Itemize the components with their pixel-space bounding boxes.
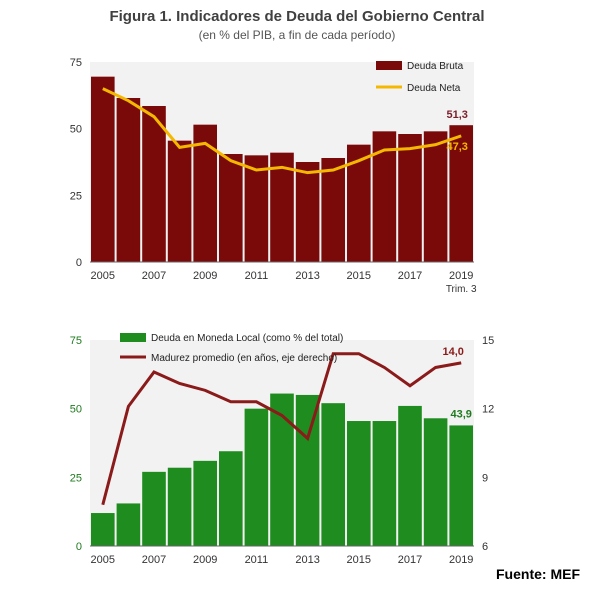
bar-moneda-local-2010 bbox=[219, 451, 243, 546]
x-tick-label-2019: 2019 bbox=[449, 270, 473, 282]
bar-moneda-local-2017 bbox=[398, 405, 422, 546]
y-right-tick-label-12: 12 bbox=[482, 404, 494, 416]
x-tick-label-2017: 2017 bbox=[398, 270, 422, 282]
bar-deuda-bruta-2005 bbox=[91, 76, 115, 263]
bar-moneda-local-2005 bbox=[91, 513, 115, 546]
bar-deuda-bruta-2009 bbox=[193, 124, 217, 263]
legend-label-moneda-local: Deuda en Moneda Local (como % del total) bbox=[151, 333, 343, 344]
y-tick-label-75: 75 bbox=[70, 57, 82, 69]
x-tick-label-2009: 2009 bbox=[193, 270, 217, 282]
legend-label-madurez: Madurez promedio (en años, eje derecho) bbox=[151, 353, 337, 364]
source-note: Fuente: MEF bbox=[496, 566, 580, 582]
bar-moneda-local-2014 bbox=[321, 403, 345, 546]
x-tick-label-2-2009: 2009 bbox=[193, 554, 217, 566]
y-right-tick-label-9: 9 bbox=[482, 472, 488, 484]
x-tick-label-2-2013: 2013 bbox=[295, 554, 319, 566]
y-left-tick-label-50: 50 bbox=[70, 404, 82, 416]
bar-deuda-bruta-2010 bbox=[219, 154, 243, 262]
bar-deuda-bruta-2013 bbox=[295, 162, 320, 262]
y-tick-label-50: 50 bbox=[70, 124, 82, 136]
x-tick-label-2-2005: 2005 bbox=[91, 554, 115, 566]
y-left-tick-label-0: 0 bbox=[76, 541, 82, 553]
bar-moneda-local-2008 bbox=[167, 467, 192, 546]
y-right-tick-label-15: 15 bbox=[482, 335, 494, 347]
bar-moneda-local-2007 bbox=[142, 471, 166, 546]
bar-deuda-bruta-2016 bbox=[372, 131, 397, 262]
data-label-moneda-local: 43,9 bbox=[450, 408, 471, 420]
bar-moneda-local-2015 bbox=[347, 421, 371, 546]
y-right-tick-label-6: 6 bbox=[482, 541, 488, 553]
bar-deuda-bruta-2019 bbox=[449, 125, 473, 262]
x-tick-label-2-2017: 2017 bbox=[398, 554, 422, 566]
bar-deuda-bruta-2012 bbox=[270, 152, 294, 262]
x-tick-label-2015: 2015 bbox=[347, 270, 371, 282]
y-left-tick-label-25: 25 bbox=[70, 472, 82, 484]
legend-swatch-deuda-bruta bbox=[376, 61, 402, 70]
x-tick-label-2-2011: 2011 bbox=[245, 554, 269, 566]
bar-deuda-bruta-2011 bbox=[244, 155, 269, 262]
bar-moneda-local-2012 bbox=[270, 393, 294, 546]
data-label-deuda-neta: 47,3 bbox=[446, 141, 467, 153]
bar-deuda-bruta-2007 bbox=[142, 106, 166, 262]
x-tick-label-2005: 2005 bbox=[91, 270, 115, 282]
legend-label-deuda-bruta: Deuda Bruta bbox=[407, 61, 464, 72]
y-left-tick-label-75: 75 bbox=[70, 335, 82, 347]
x-tick-label-2011: 2011 bbox=[245, 270, 269, 282]
data-label-madurez: 14,0 bbox=[442, 346, 463, 358]
x-tick-label-2-2007: 2007 bbox=[142, 554, 166, 566]
bar-deuda-bruta-2015 bbox=[347, 144, 371, 262]
y-tick-label-0: 0 bbox=[76, 257, 82, 269]
figure-title: Figura 1. Indicadores de Deuda del Gobie… bbox=[109, 8, 485, 25]
x-tick-label-2-2015: 2015 bbox=[347, 554, 371, 566]
chart-deuda-pib: 0 25 50 75 2005 2007 2009 2011 2013 2015 2017 2019 T… bbox=[70, 57, 477, 295]
figure-subtitle: (en % del PIB, a fin de cada período) bbox=[198, 28, 396, 42]
legend-label-deuda-neta: Deuda Neta bbox=[407, 83, 461, 94]
bar-moneda-local-2011 bbox=[244, 408, 269, 546]
y-tick-label-25: 25 bbox=[70, 190, 82, 202]
line-madurez-promedio bbox=[101, 352, 462, 506]
x-tick-label-2013: 2013 bbox=[295, 270, 319, 282]
bar-moneda-local-2016 bbox=[372, 421, 397, 546]
legend-swatch-moneda-local bbox=[120, 333, 146, 342]
bar-deuda-bruta-2014 bbox=[321, 158, 345, 262]
bar-deuda-bruta-2008 bbox=[167, 140, 192, 262]
bar-moneda-local-2019 bbox=[449, 425, 473, 546]
bar-deuda-bruta-2018 bbox=[423, 131, 448, 262]
x-tick-sublabel: Trim. 3 bbox=[446, 284, 477, 295]
bar-deuda-bruta-2017 bbox=[398, 134, 422, 262]
bar-moneda-local-2013 bbox=[295, 394, 320, 546]
bar-moneda-local-2018 bbox=[423, 418, 448, 546]
x-tick-label-2-2019: 2019 bbox=[449, 554, 473, 566]
line-deuda-neta bbox=[102, 87, 462, 175]
x-tick-label-2007: 2007 bbox=[142, 270, 166, 282]
bar-moneda-local-2006 bbox=[116, 503, 141, 546]
bar-moneda-local-2009 bbox=[193, 460, 217, 546]
data-label-deuda-bruta: 51,3 bbox=[446, 109, 467, 121]
bar-deuda-bruta-2006 bbox=[116, 98, 141, 262]
